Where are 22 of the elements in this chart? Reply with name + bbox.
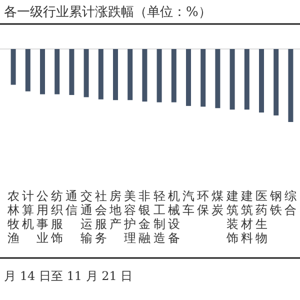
- text: 月 14 日至 11 月 21 日: [4, 269, 133, 283]
- x-tick-label: 汽车: [182, 189, 194, 217]
- x-tick-label: 机械设备: [168, 189, 180, 245]
- x-tick-label: 美容护理: [123, 189, 136, 245]
- x-tick-label: 轻工制造: [153, 189, 166, 245]
- chart-title: 各一级行业累计涨跌幅（单位：%）: [4, 5, 212, 20]
- x-tick-label: 交通运输: [80, 189, 92, 245]
- x-tick-label: 非银金融: [138, 189, 151, 245]
- x-tick-label: 通信: [66, 189, 78, 217]
- x-tick-label: 医药生物: [256, 189, 268, 245]
- x-tick-label: 综合: [284, 189, 297, 217]
- x-tick-label: 建筑装饰: [225, 189, 238, 245]
- x-tick-label: 环保: [197, 189, 210, 217]
- x-tick-label: 社会服务: [94, 189, 107, 245]
- x-tick-label: 纺织服饰: [50, 189, 64, 245]
- x-tick-label: 建筑材料: [240, 189, 253, 245]
- x-tick-label: 房地产: [108, 189, 122, 231]
- x-tick-label: 钢铁: [269, 189, 282, 217]
- x-tick-label: 公用事业: [36, 189, 48, 245]
- x-tick-label: 煤炭: [212, 189, 224, 217]
- x-tick-label: 农林牧渔: [6, 189, 20, 245]
- x-tick-label: 计算机: [22, 189, 34, 231]
